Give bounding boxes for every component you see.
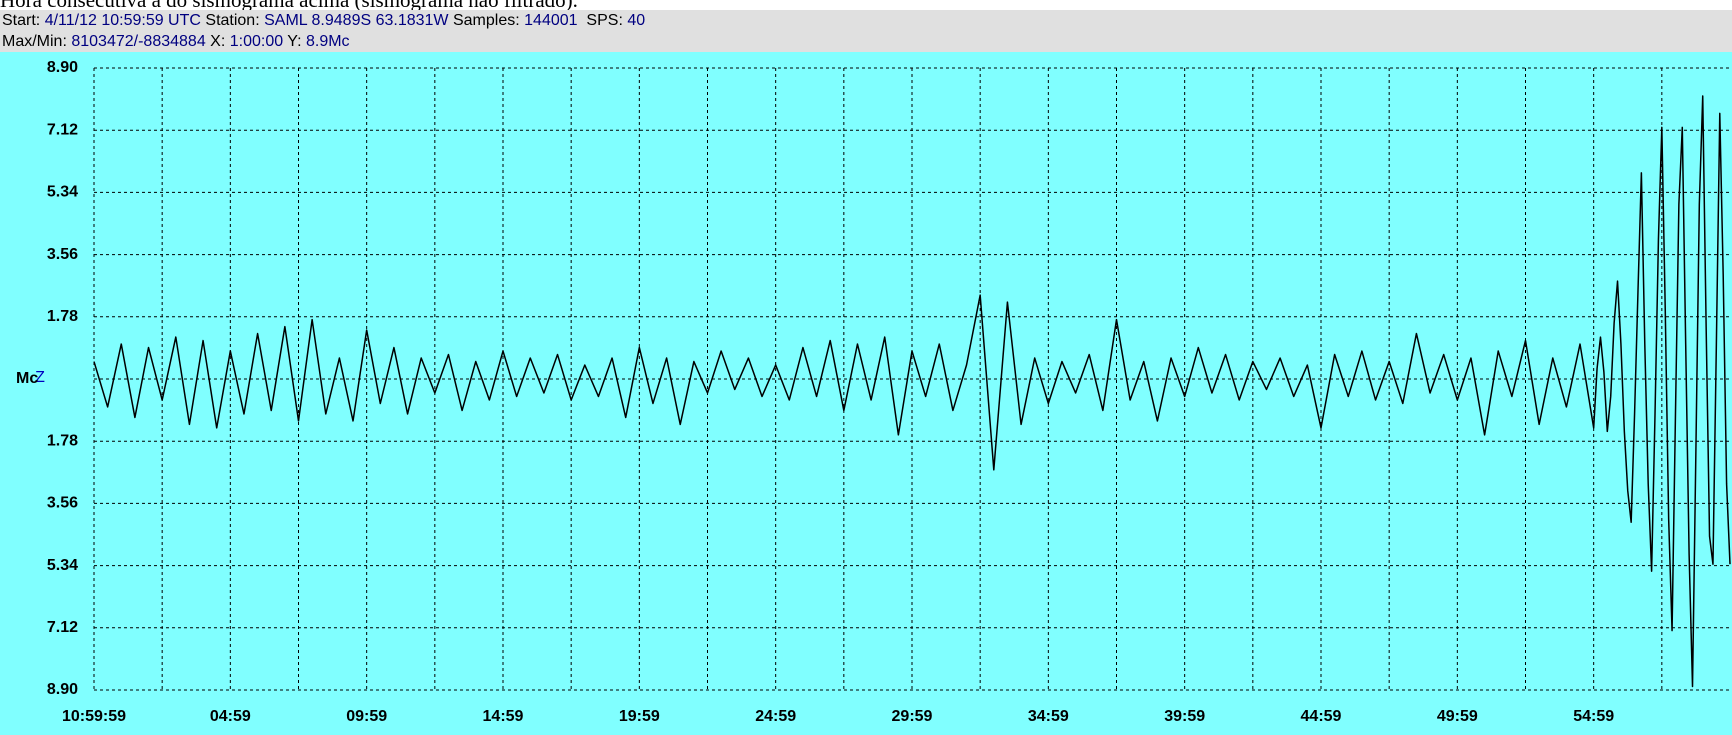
y-tick-label: 8.90	[47, 681, 78, 698]
y-tick-label: 7.12	[47, 619, 78, 636]
x-tick-label: 10:59:59	[62, 708, 126, 725]
seismogram-trace	[93, 95, 1731, 688]
caption-area: Hora consecutiva a do sismograma acima (…	[0, 0, 1732, 10]
y-tick-label: 3.56	[47, 495, 78, 512]
x-tick-label: 54:59	[1573, 708, 1614, 725]
value: 4/11/12 10:59:59 UTC	[44, 12, 201, 29]
label: Station:	[205, 12, 260, 29]
x-tick-label: 34:59	[1028, 708, 1069, 725]
y-tick-label: 1.78	[47, 308, 78, 325]
label: X:	[210, 33, 226, 50]
label: Max/Min:	[2, 33, 67, 50]
value: 8103472/-8834884	[71, 33, 206, 50]
y-tick-label: Mc	[16, 370, 38, 387]
value: SAML 8.9489S 63.1831W	[264, 12, 449, 29]
chart: Z 8.90 7.12 5.34 3.56 1.78 Mc 1.78 3.56 5.34 7.12…	[0, 52, 1732, 735]
value: 40	[627, 12, 646, 29]
x-tick-label: 19:59	[619, 708, 660, 725]
label: Samples:	[452, 12, 520, 29]
x-tick-label: 44:59	[1301, 708, 1342, 725]
channel-label: Z	[35, 369, 45, 386]
x-tick-label: 24:59	[755, 708, 796, 725]
y-tick-label: 3.56	[47, 246, 78, 263]
x-tick-label: 04:59	[210, 708, 251, 725]
x-tick-label: 39:59	[1164, 708, 1205, 725]
x-tick-label: 14:59	[483, 708, 524, 725]
y-tick-label: 1.78	[47, 432, 78, 449]
value: 1:00:00	[229, 33, 284, 50]
x-tick-label: 49:59	[1437, 708, 1478, 725]
value: 8.9Mc	[305, 33, 350, 50]
label: Y:	[287, 33, 302, 50]
y-tick-label: 5.34	[47, 557, 78, 574]
y-tick-label: 8.90	[47, 59, 78, 76]
value: 144001	[524, 12, 578, 29]
plot-background	[0, 52, 1732, 735]
x-tick-label: 29:59	[892, 708, 933, 725]
y-tick-label: 5.34	[47, 184, 78, 201]
caption: Hora consecutiva a do sismograma acima (…	[0, 0, 578, 10]
header: Start: 4/11/12 10:59:59 UTC Station: SAM…	[0, 10, 1732, 52]
header-line: Start: 4/11/12 10:59:59 UTC Station: SAM…	[2, 10, 1732, 31]
header-line: Max/Min: 8103472/-8834884 X: 1:00:00 Y: …	[2, 31, 1732, 52]
label: SPS:	[586, 12, 623, 29]
y-tick-label: 7.12	[47, 121, 78, 138]
x-tick-label: 09:59	[346, 708, 387, 725]
label: Start:	[2, 12, 41, 29]
